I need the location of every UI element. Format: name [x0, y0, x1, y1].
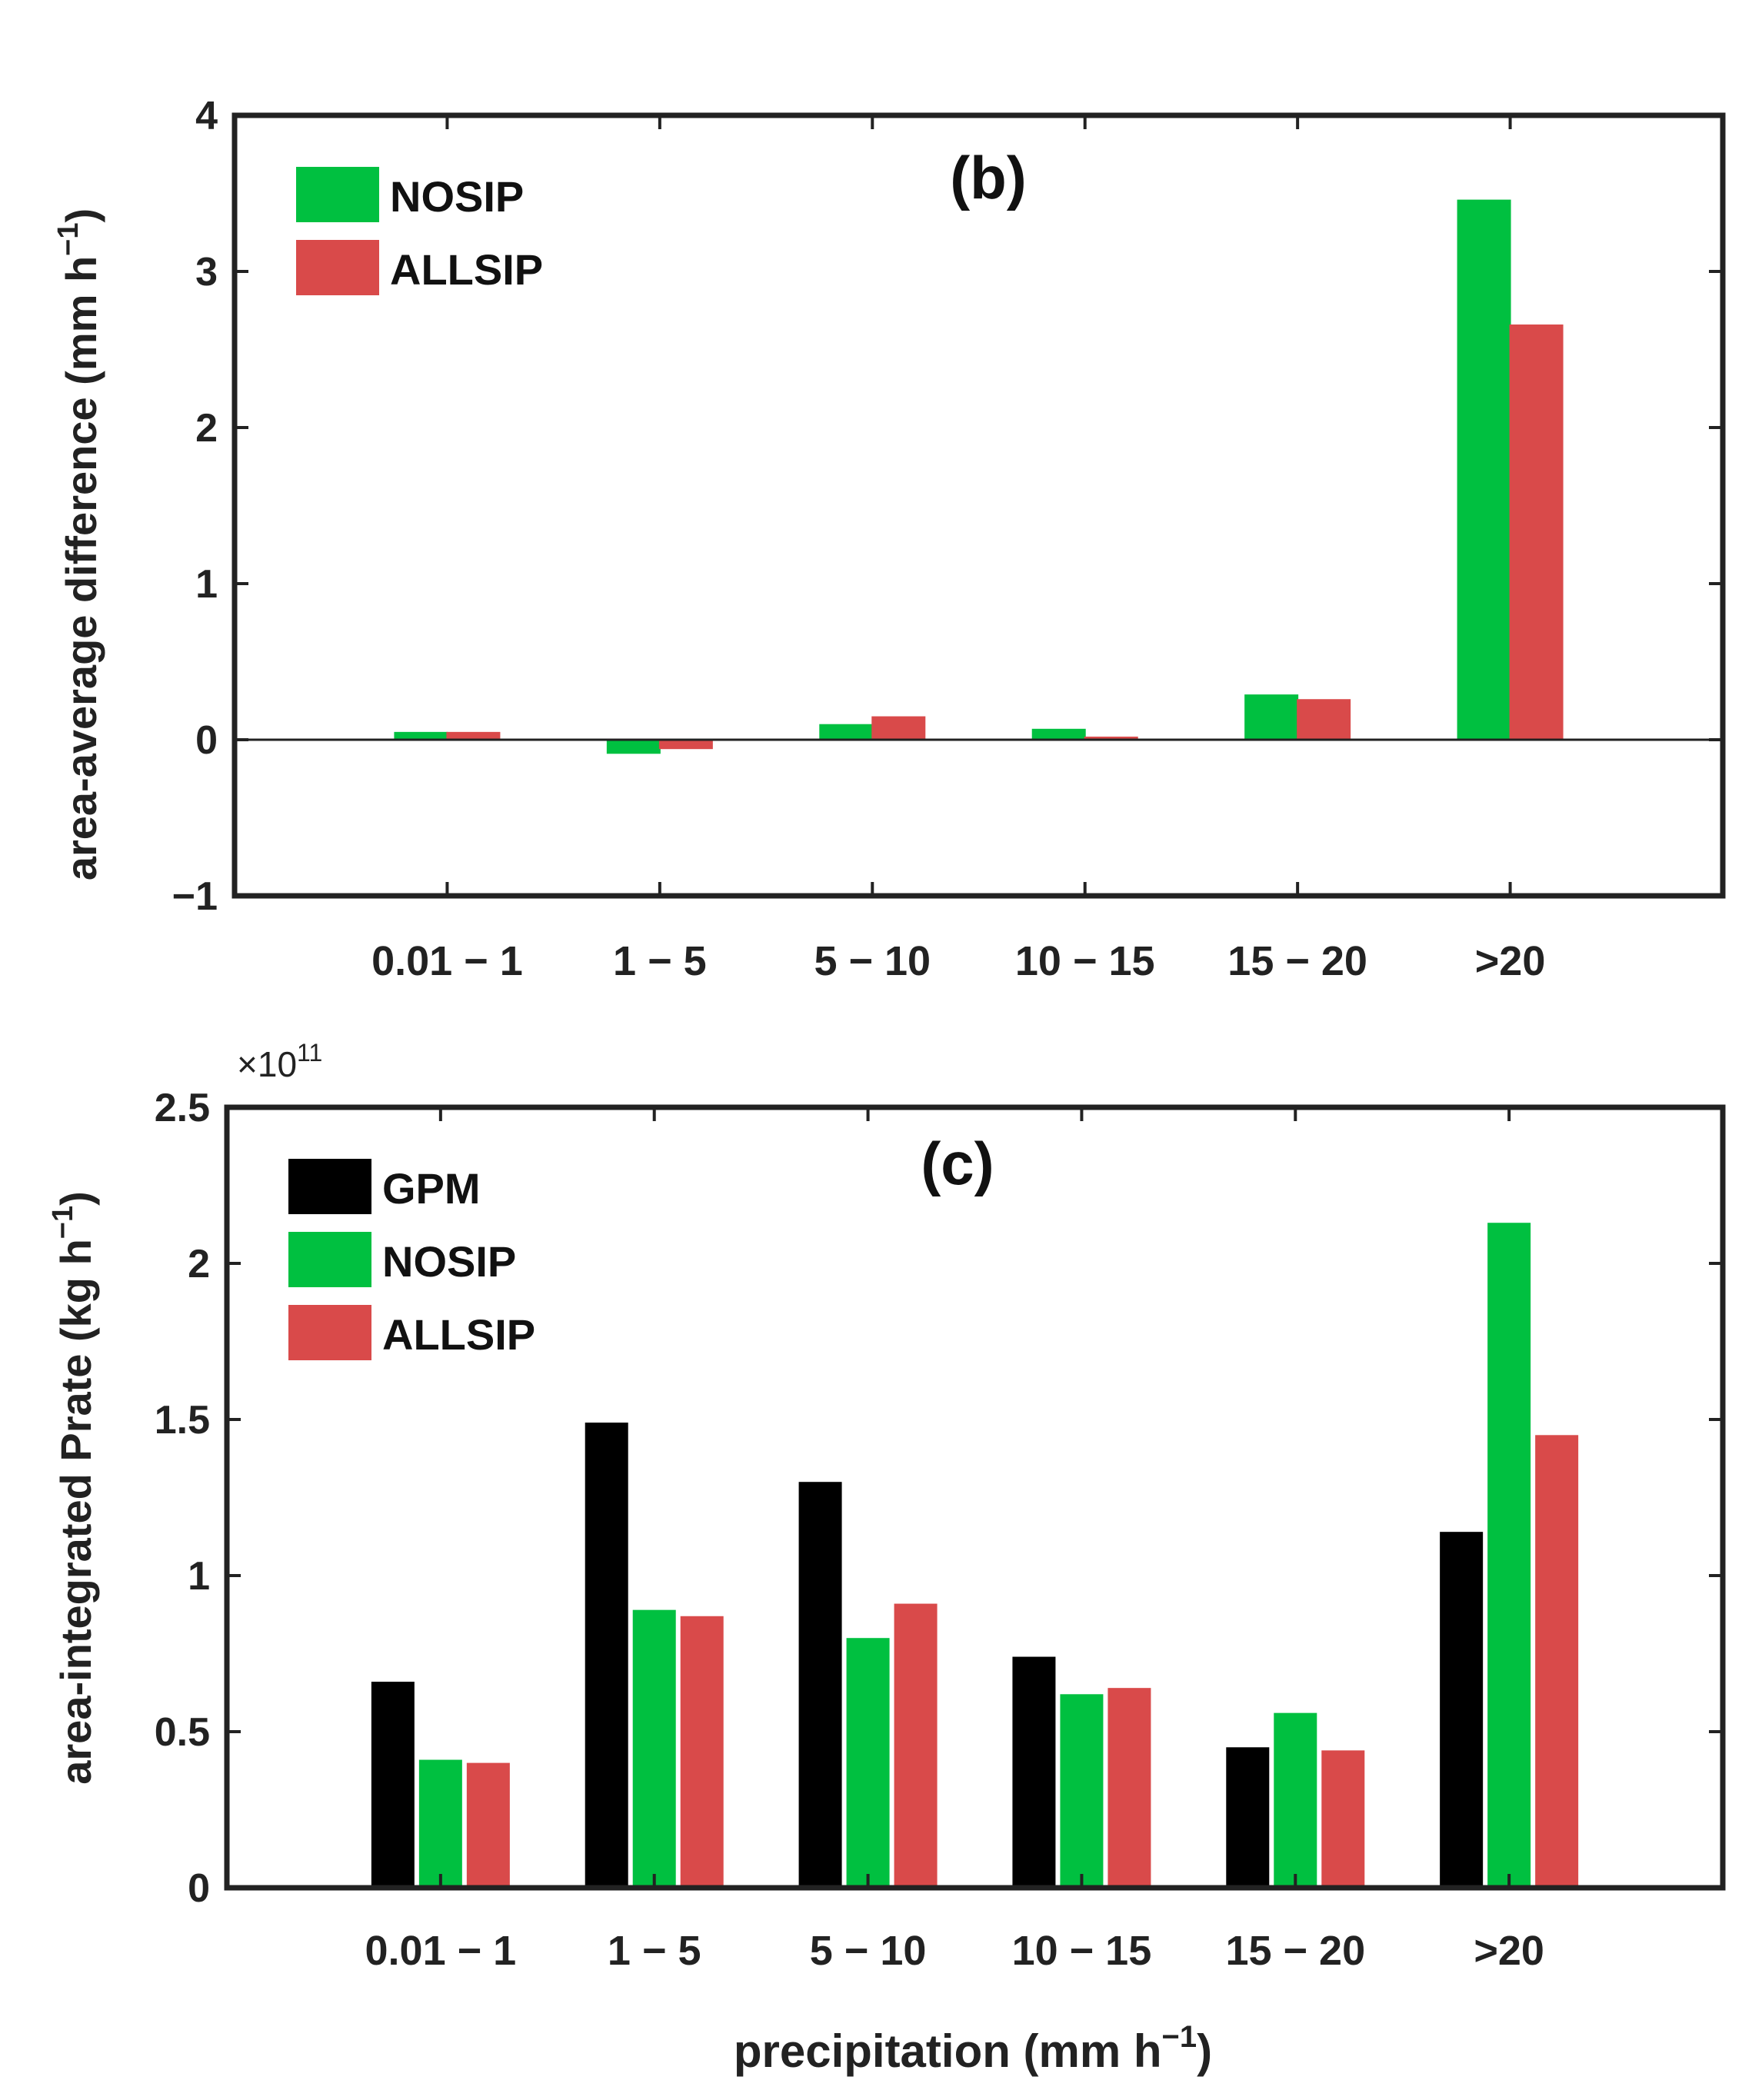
panel-c-ytick-label-0: 0	[188, 1866, 210, 1911]
panel-b-bar-allsip-5	[1509, 324, 1564, 740]
panel-c-legend-label-nosip: NOSIP	[382, 1237, 516, 1286]
panel-c-legend-swatch-allsip	[288, 1305, 371, 1360]
panel-b-ytick-label-0: −1	[172, 874, 218, 919]
panel-b-bar-nosip-2	[819, 724, 874, 740]
panel-b-bar-allsip-0	[446, 731, 501, 740]
panel-c-chart: 0 0.5 1 1.5 2 2.5 0.01 − 1 1 − 5 5 − 10 10 − 15 1…	[47, 1039, 1726, 1974]
panel-b-plot-frame	[231, 112, 1726, 899]
panel-c-bar-nosip-4	[1274, 1712, 1317, 1888]
panel-b-bar-nosip-0	[394, 731, 448, 740]
panel-c-bar-allsip-4	[1321, 1750, 1365, 1888]
panel-b-legend-swatch-allsip	[296, 240, 379, 295]
panel-b-bar-allsip-4	[1297, 699, 1351, 740]
panel-b-xtick-label-0: 0.01 − 1	[371, 938, 523, 984]
panel-b-legend-swatch-nosip	[296, 167, 379, 222]
panel-b-bars	[394, 199, 1564, 754]
panel-b-ytick-label-5: 4	[195, 94, 218, 138]
panel-b-legend-label-nosip: NOSIP	[390, 172, 524, 221]
x-axis-label: precipitation (mm h−1)	[734, 2020, 1212, 2077]
panel-c-label: (c)	[921, 1130, 994, 1197]
panel-b-xtick-label-2: 5 − 10	[814, 938, 931, 984]
panel-b-label: (b)	[950, 144, 1027, 211]
panel-c-bar-nosip-0	[418, 1759, 462, 1888]
panel-c-ytick-label-2: 1	[188, 1554, 210, 1599]
panel-b-x-tick-labels: 0.01 − 1 1 − 5 5 − 10 10 − 15 15 − 20 >20	[371, 938, 1545, 984]
panel-c-bar-gpm-0	[371, 1682, 415, 1888]
panel-c-bar-nosip-5	[1487, 1223, 1531, 1888]
panel-c-bar-allsip-3	[1107, 1688, 1151, 1888]
panel-c-legend-label-gpm: GPM	[382, 1164, 481, 1213]
panel-b-legend-label-allsip: ALLSIP	[390, 245, 543, 294]
panel-b-xtick-label-1: 1 − 5	[613, 938, 707, 984]
panel-b-bar-nosip-1	[606, 740, 661, 754]
panel-b-ticks	[235, 114, 1723, 897]
panel-b-ytick-label-4: 3	[195, 250, 218, 295]
panel-b-ytick-label-3: 2	[195, 406, 218, 451]
panel-c-bar-allsip-2	[894, 1603, 938, 1888]
panel-b-bar-nosip-5	[1457, 199, 1511, 740]
panel-c-ytick-label-5: 2.5	[155, 1086, 210, 1130]
panel-c-bar-allsip-1	[680, 1616, 724, 1888]
panel-c-bars	[371, 1223, 1579, 1888]
panel-c-legend-swatch-gpm	[288, 1159, 371, 1214]
panel-c-x-tick-labels: 0.01 − 1 1 − 5 5 − 10 10 − 15 15 − 20 >20	[365, 1928, 1544, 1974]
panel-b-y-axis-label: area-average difference (mm h−1)	[52, 208, 105, 880]
panel-b-ytick-label-2: 1	[195, 562, 218, 607]
panel-b-xtick-label-5: >20	[1475, 938, 1546, 984]
panel-c-ticks	[227, 1106, 1723, 1889]
panel-b-xtick-label-4: 15 − 20	[1227, 938, 1367, 984]
panel-c-bar-gpm-2	[798, 1482, 842, 1888]
panel-b-bar-allsip-3	[1084, 736, 1138, 740]
panel-c-exponent-multiplier: ×1011	[237, 1039, 322, 1084]
panel-b-ytick-label-1: 0	[195, 718, 218, 763]
panel-b-bar-allsip-1	[658, 740, 713, 750]
panel-c-bar-nosip-1	[632, 1609, 676, 1888]
panel-c-bar-nosip-2	[846, 1638, 890, 1888]
panel-c-legend-label-allsip: ALLSIP	[382, 1310, 535, 1359]
panel-c-xtick-label-3: 10 − 15	[1012, 1928, 1152, 1974]
panel-b-xtick-label-3: 10 − 15	[1015, 938, 1155, 984]
panel-c-xtick-label-2: 5 − 10	[810, 1928, 927, 1974]
panel-c-bar-gpm-1	[585, 1423, 628, 1888]
panel-c-xtick-label-1: 1 − 5	[608, 1928, 701, 1974]
panel-c-bar-gpm-5	[1440, 1532, 1484, 1888]
panel-c-bar-allsip-5	[1535, 1435, 1579, 1888]
panel-c-bar-gpm-4	[1226, 1747, 1270, 1888]
panel-b-chart: −1 0 1 2 3 4 0.01 − 1 1 − 5 5 − 10 10 − 15 15 − 2…	[52, 94, 1726, 984]
panel-c-ytick-label-3: 1.5	[155, 1398, 210, 1443]
panel-b-y-tick-labels: −1 0 1 2 3 4	[172, 94, 218, 919]
panel-c-xtick-label-0: 0.01 − 1	[365, 1928, 517, 1974]
panel-b-legend: NOSIP ALLSIP	[296, 167, 543, 295]
panel-c-bar-nosip-3	[1060, 1694, 1104, 1888]
panel-b-bar-allsip-2	[871, 716, 926, 740]
panel-c-legend-swatch-nosip	[288, 1232, 371, 1287]
panel-c-y-tick-labels: 0 0.5 1 1.5 2 2.5	[155, 1086, 210, 1911]
panel-c-xtick-label-5: >20	[1474, 1928, 1544, 1974]
panel-c-bar-allsip-0	[466, 1762, 510, 1888]
panel-b-bar-nosip-3	[1031, 728, 1086, 740]
panel-c-bar-gpm-3	[1012, 1656, 1056, 1888]
panel-c-legend: GPM NOSIP ALLSIP	[288, 1159, 535, 1360]
panel-c-ytick-label-4: 2	[188, 1242, 210, 1286]
panel-c-ytick-label-1: 0.5	[155, 1710, 210, 1755]
panel-c-plot-frame	[224, 1104, 1726, 1891]
panel-b-bar-nosip-4	[1244, 694, 1299, 740]
panel-c-xtick-label-4: 15 − 20	[1225, 1928, 1365, 1974]
panel-c-y-axis-label: area-integrated Prate (kg h−1)	[47, 1191, 100, 1785]
